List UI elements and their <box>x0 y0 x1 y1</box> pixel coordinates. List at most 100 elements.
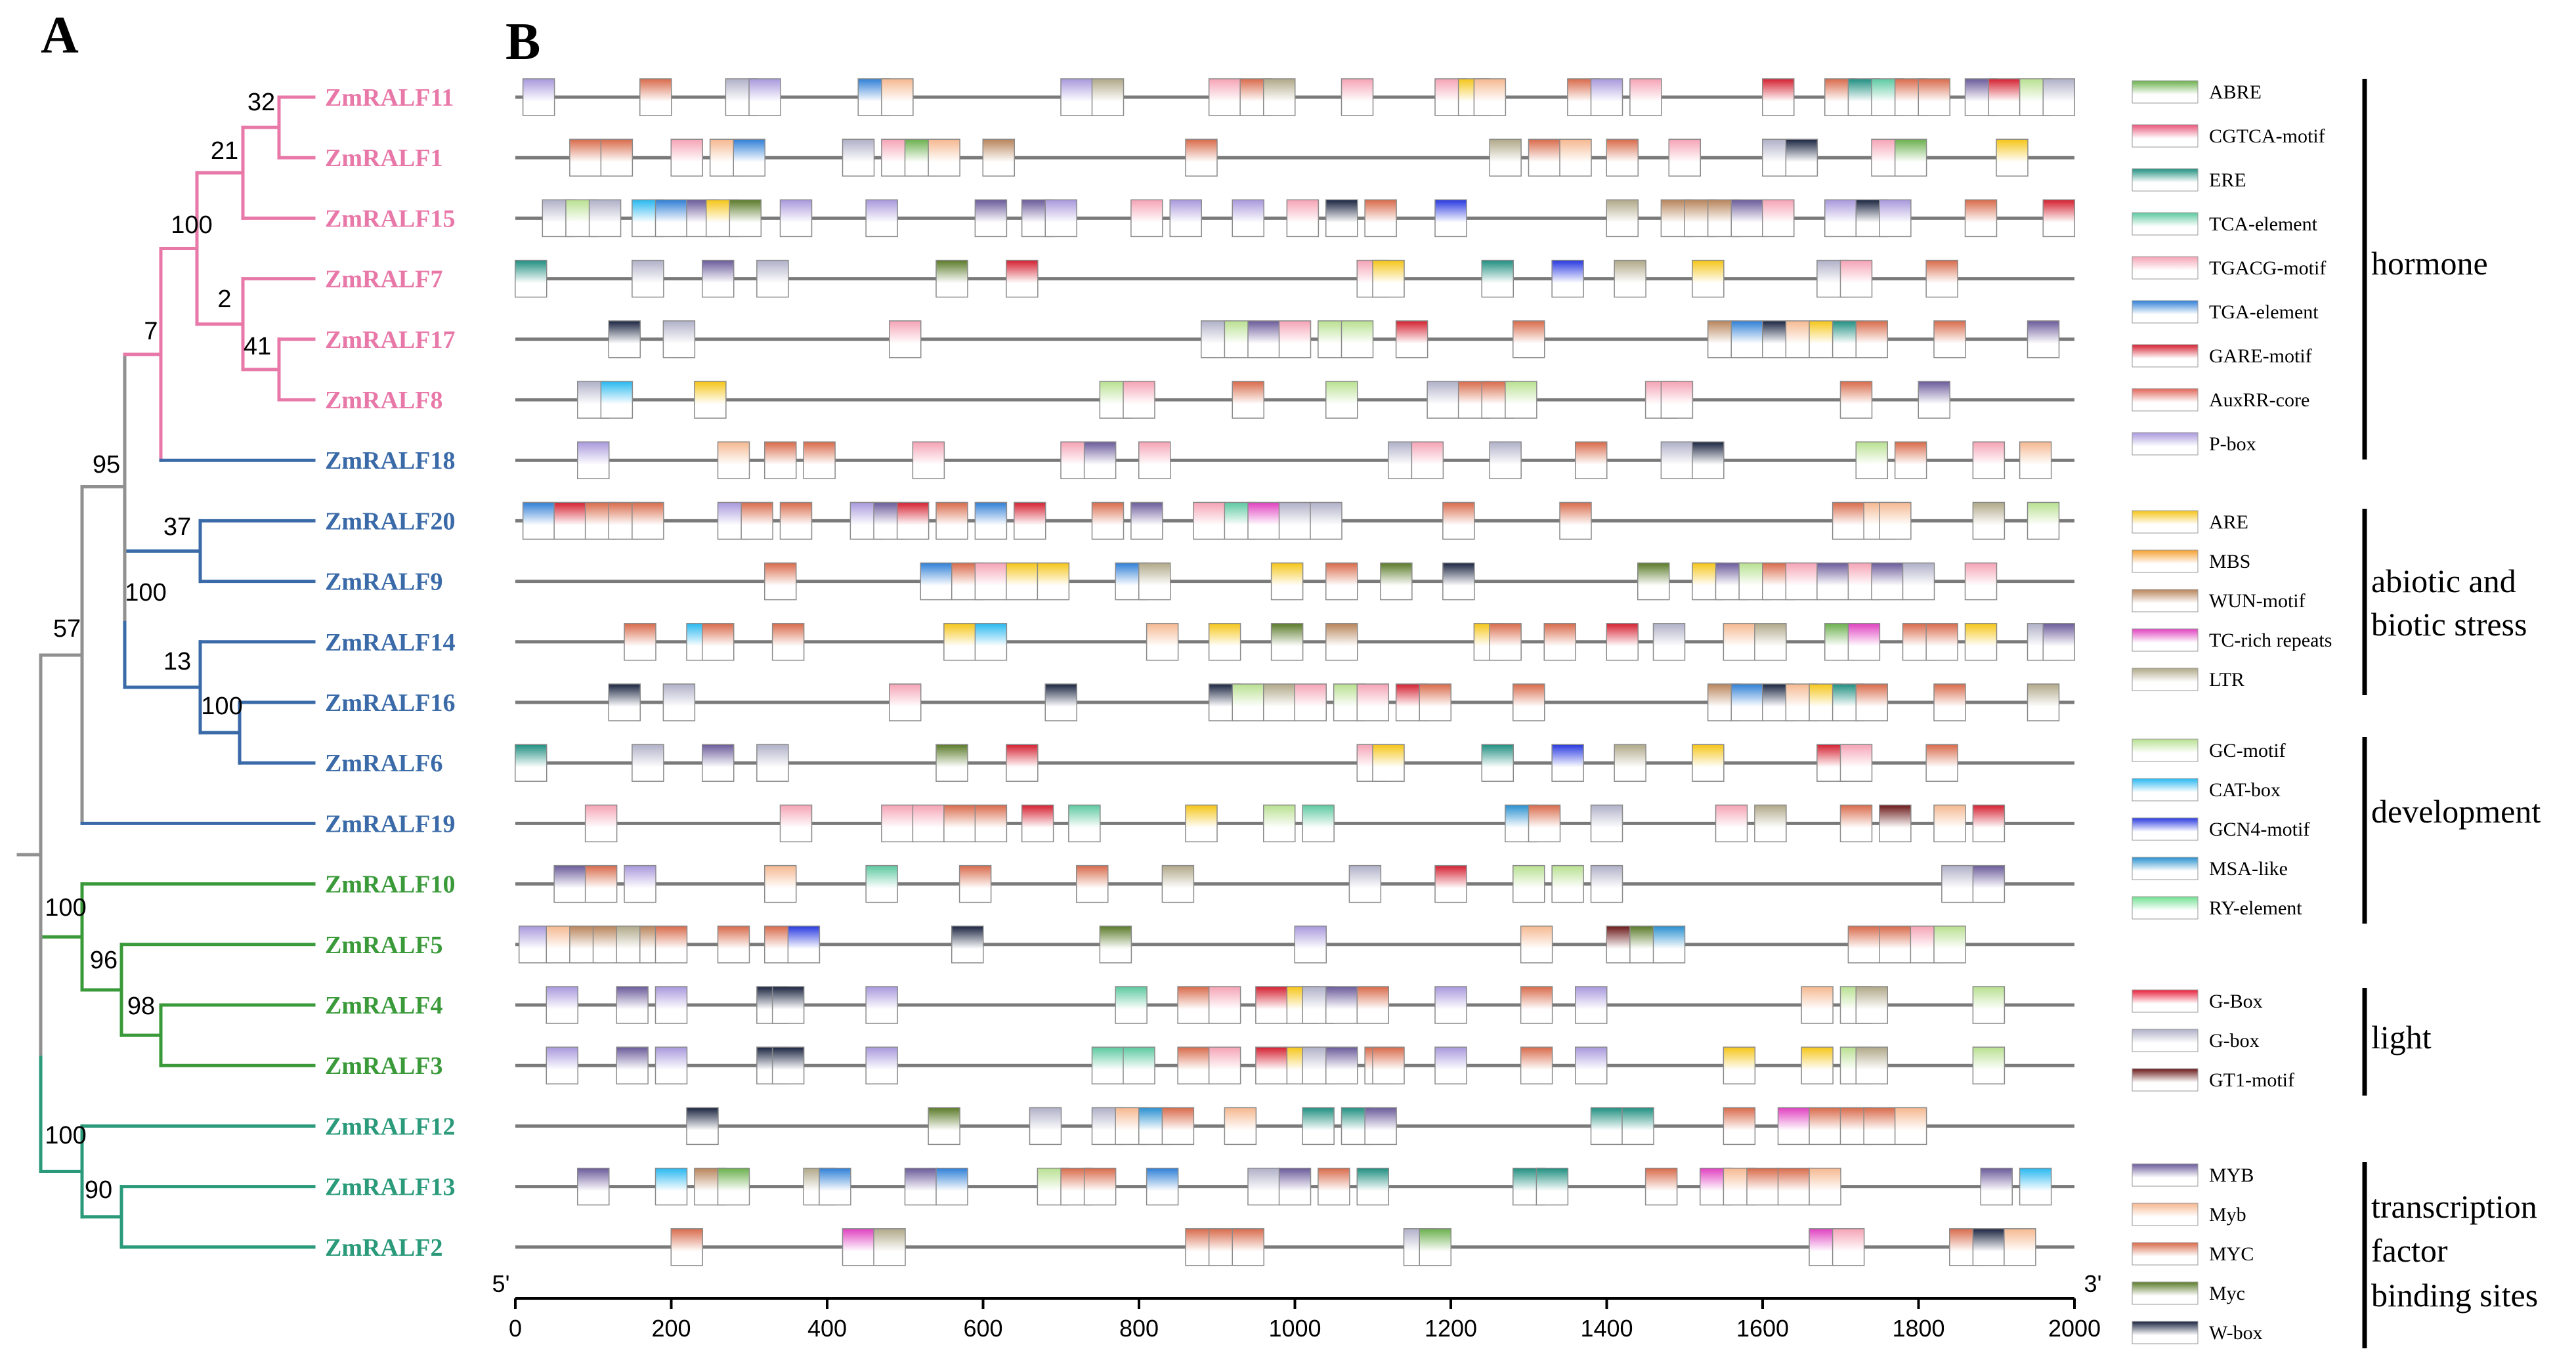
element-box-g-box <box>1652 623 1686 661</box>
legend-swatch-p-box <box>2132 432 2199 456</box>
element-box-tgacg-motif <box>1785 562 1818 601</box>
legend-label-msa-like: MSA-like <box>2209 858 2288 880</box>
category-label-transcription-factor-binding-sites: transcription <box>2371 1188 2537 1225</box>
element-box-myc <box>1513 683 1545 721</box>
element-box-myb <box>1083 441 1117 479</box>
element-box-myc <box>764 441 797 479</box>
track-zmralf4 <box>515 986 2074 1024</box>
element-box-w-box <box>686 1107 719 1145</box>
legend-label-tga-element: TGA-element <box>2209 301 2319 323</box>
element-box-cat-box <box>655 1167 688 1206</box>
legend-label-tc-rich-repeats: TC-rich repeats <box>2209 630 2332 651</box>
element-box-myc <box>1489 623 1522 661</box>
gene-label-zmralf2: ZmRALF2 <box>325 1234 442 1262</box>
element-box-w-box <box>771 1046 805 1084</box>
promoter-tracks <box>515 78 2075 1266</box>
element-box-gc-motif <box>1232 683 1264 721</box>
element-box-myc <box>764 562 797 601</box>
bootstrap-value: 32 <box>247 89 275 116</box>
element-box-gare-motif <box>2042 199 2075 238</box>
element-box-gare-motif <box>1255 986 1288 1024</box>
element-box-are <box>694 381 727 419</box>
category-label-hormone: hormone <box>2371 245 2488 282</box>
element-box-p-box <box>1044 199 1077 238</box>
legend-label-g-box: G-box <box>2209 1030 2260 1052</box>
category-label-abiotic-and-biotic-stress: biotic stress <box>2371 606 2527 643</box>
element-box-myc <box>1372 1046 1405 1084</box>
element-box-myc <box>1933 683 1966 721</box>
element-box-p-box <box>655 1046 688 1084</box>
element-box-tgacg-motif <box>1715 804 1748 843</box>
legend-swatch-cgtca-motif <box>2132 124 2199 148</box>
element-box-tgacg-motif <box>1130 199 1163 238</box>
track-zmralf17 <box>515 320 2074 358</box>
element-box-myb <box>553 865 586 903</box>
element-box-are <box>1801 1046 1834 1084</box>
element-box-gc-motif <box>1972 986 2006 1024</box>
legend-group-transcription-factor-binding-sites: MYB Myb MYC Myc W-box transcription factor bind… <box>2132 1162 2538 1348</box>
element-box-p-box <box>655 986 688 1024</box>
element-box-tgacg-motif <box>1964 562 1998 601</box>
element-box-gare-motif <box>1395 320 1428 358</box>
legend-swatch-mbs <box>2132 549 2199 573</box>
element-box-myc <box>1855 683 1888 721</box>
element-box-myc <box>670 1228 703 1266</box>
element-box-tgacg-motif <box>1356 683 1389 721</box>
element-box-are <box>1372 744 1405 782</box>
element-box-wun-motif <box>982 139 1015 177</box>
bootstrap-value: 37 <box>163 513 191 541</box>
element-box-tgacg-motif <box>1286 199 1320 238</box>
legend-label-myb: MYB <box>2209 1165 2254 1186</box>
track-zmralf5 <box>515 926 2074 964</box>
bootstrap-value: 100 <box>45 894 86 922</box>
legend-label-gt1-motif: GT1-motif <box>2209 1069 2294 1091</box>
legend-swatch-w-box <box>2132 1321 2199 1344</box>
element-box-p-box <box>518 926 551 964</box>
tick-label: 2000 <box>2048 1315 2101 1342</box>
element-box-ltr <box>1606 199 1639 238</box>
element-box-myc <box>1185 139 1218 177</box>
element-box-are <box>1372 259 1405 298</box>
element-box-tgacg-motif <box>912 441 945 479</box>
element-box-are <box>1692 744 1725 782</box>
element-box-myb <box>1871 562 1904 601</box>
element-box-g-box <box>1348 865 1382 903</box>
element-box-w-box <box>608 320 641 358</box>
legend-swatch-myb <box>2132 1203 2199 1226</box>
element-box-tgacg-motif <box>1294 683 1327 721</box>
element-box-p-box <box>1169 199 1202 238</box>
element-box-g-box <box>632 259 664 298</box>
element-box-myc <box>1832 502 1865 540</box>
element-box-myb <box>928 139 960 177</box>
gene-label-zmralf3: ZmRALF3 <box>325 1052 442 1080</box>
element-box-myc <box>1076 865 1109 903</box>
element-box-gc-motif <box>1855 441 1888 479</box>
element-box-p-box <box>1590 78 1623 116</box>
element-box-myb <box>2042 623 2075 661</box>
element-box-tgacg-motif <box>889 320 922 358</box>
element-box-myc <box>1380 562 1413 601</box>
element-box-w-box <box>1442 562 1475 601</box>
element-box-gare-motif <box>1006 259 1039 298</box>
element-box-myc <box>1099 926 1132 964</box>
bootstrap-value: 96 <box>90 947 118 974</box>
element-box-myb <box>1559 139 1592 177</box>
element-box-tgacg-motif <box>1138 441 1171 479</box>
element-box-p-box <box>1575 1046 1608 1084</box>
element-box-tga-element <box>1146 1167 1179 1206</box>
legend-label-wun-motif: WUN-motif <box>2209 590 2306 612</box>
bootstrap-value: 90 <box>85 1176 112 1204</box>
tick-label: 1400 <box>1580 1315 1633 1342</box>
track-zmralf1 <box>515 139 2074 177</box>
legend-swatch-abre <box>2132 80 2199 104</box>
element-box-p-box <box>1824 199 1857 238</box>
legend-label-gcn4-motif: GCN4-motif <box>2209 819 2309 840</box>
element-box-tga-element <box>935 1167 968 1206</box>
track-zmralf6 <box>515 744 2074 782</box>
element-box-myc <box>1513 320 1545 358</box>
element-box-tgacg-motif <box>1629 78 1662 116</box>
element-box-g-box <box>2042 78 2075 116</box>
element-box-myb <box>1918 381 1950 419</box>
element-box-ltr <box>1754 804 1787 843</box>
